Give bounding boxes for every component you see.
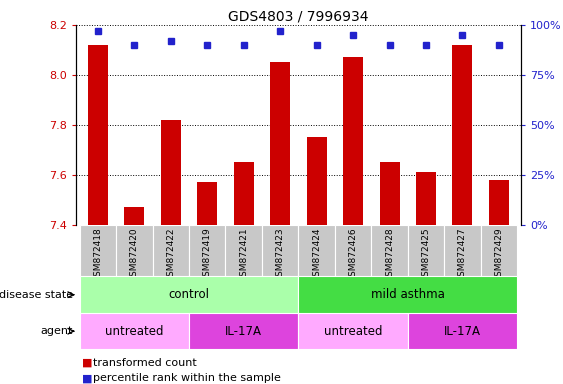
Text: disease state: disease state [0, 290, 73, 300]
Title: GDS4803 / 7996934: GDS4803 / 7996934 [228, 10, 369, 24]
Bar [335, 225, 372, 276]
Bar [189, 225, 225, 276]
Text: IL-17A: IL-17A [444, 325, 481, 338]
Bar [189, 313, 298, 349]
Bar [298, 225, 335, 276]
Text: GSM872428: GSM872428 [385, 227, 394, 282]
Bar [343, 58, 363, 225]
Bar [79, 276, 298, 313]
Bar [489, 180, 509, 225]
Text: GSM872422: GSM872422 [166, 227, 175, 282]
Bar [408, 313, 517, 349]
Bar [225, 225, 262, 276]
Text: percentile rank within the sample: percentile rank within the sample [93, 373, 281, 383]
Text: IL-17A: IL-17A [225, 325, 262, 338]
Text: GSM872424: GSM872424 [312, 227, 321, 282]
Bar [444, 225, 481, 276]
Text: ■: ■ [82, 358, 92, 368]
Bar [161, 120, 181, 225]
Bar [270, 62, 290, 225]
Bar [116, 225, 153, 276]
Text: GSM872420: GSM872420 [130, 227, 139, 282]
Text: untreated: untreated [324, 325, 382, 338]
Bar [88, 45, 108, 225]
Text: GSM872423: GSM872423 [276, 227, 285, 282]
Bar [298, 276, 517, 313]
Text: control: control [168, 288, 209, 301]
Text: GSM872425: GSM872425 [422, 227, 431, 282]
Bar [124, 207, 144, 225]
Bar [453, 45, 472, 225]
Bar [298, 313, 408, 349]
Text: ■: ■ [82, 373, 92, 383]
Bar [79, 313, 189, 349]
Bar [416, 172, 436, 225]
Bar [379, 162, 400, 225]
Text: GSM872419: GSM872419 [203, 227, 212, 282]
Bar [372, 225, 408, 276]
Bar [481, 225, 517, 276]
Text: GSM872426: GSM872426 [348, 227, 358, 282]
Bar [307, 137, 327, 225]
Bar [79, 225, 116, 276]
Text: GSM872418: GSM872418 [93, 227, 102, 282]
Bar [234, 162, 254, 225]
Bar [408, 225, 444, 276]
Bar [153, 225, 189, 276]
Bar [262, 225, 298, 276]
Text: mild asthma: mild asthma [371, 288, 445, 301]
Text: GSM872427: GSM872427 [458, 227, 467, 282]
Bar [197, 182, 217, 225]
Text: untreated: untreated [105, 325, 164, 338]
Text: transformed count: transformed count [93, 358, 196, 368]
Text: GSM872429: GSM872429 [494, 227, 503, 282]
Text: GSM872421: GSM872421 [239, 227, 248, 282]
Text: agent: agent [41, 326, 73, 336]
